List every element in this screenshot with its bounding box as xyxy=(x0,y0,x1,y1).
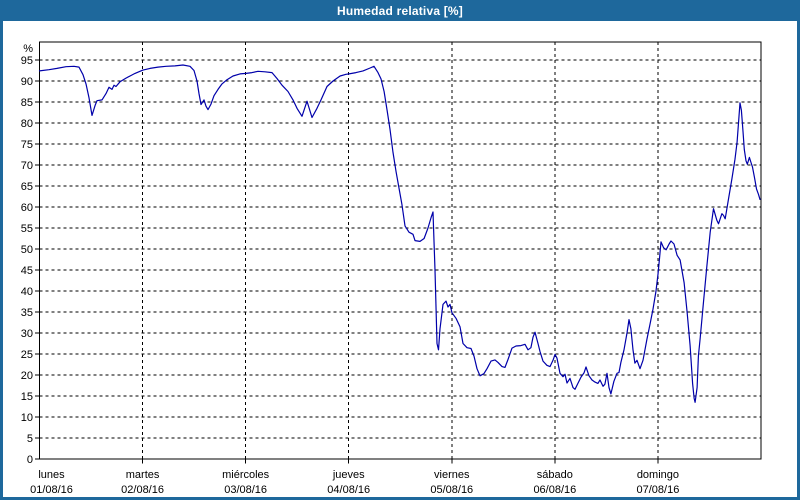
y-tick-label: 75 xyxy=(21,139,33,151)
y-tick-label: 30 xyxy=(21,328,33,340)
x-date-label: 04/08/16 xyxy=(327,484,370,496)
plot-frame xyxy=(39,41,762,460)
x-day-label: jueves xyxy=(332,469,365,481)
x-date-label: 02/08/16 xyxy=(121,484,164,496)
x-day-label: martes xyxy=(126,469,160,481)
y-tick-label: 45 xyxy=(21,265,33,277)
x-date-label: 07/08/16 xyxy=(637,484,680,496)
x-date-label: 06/08/16 xyxy=(533,484,576,496)
title-bar: Humedad relativa [%] xyxy=(3,0,797,21)
chart-canvas: 0 5 10 15 20 25 30 35 40 45 50 55 60 65 70 75 80 85 90 95% l… xyxy=(21,41,762,496)
window-title: Humedad relativa [%] xyxy=(336,3,464,18)
y-tick-label: 85 xyxy=(21,97,33,109)
x-day-label: lunes xyxy=(38,469,65,481)
y-tick-label: 40 xyxy=(21,286,33,298)
x-day-label: viernes xyxy=(434,469,470,481)
y-tick-label: 25 xyxy=(21,349,33,361)
x-date-label: 01/08/16 xyxy=(30,484,73,496)
x-day-label: sábado xyxy=(537,469,573,481)
y-tick-label: 20 xyxy=(21,370,33,382)
y-tick-label: 15 xyxy=(21,391,33,403)
y-tick-label: 80 xyxy=(21,118,33,130)
y-tick-label: 65 xyxy=(21,181,33,193)
y-tick-label: 10 xyxy=(21,412,33,424)
y-tick-label: 50 xyxy=(21,244,33,256)
y-tick-label: 60 xyxy=(21,202,33,214)
x-day-label: miércoles xyxy=(222,469,270,481)
humidity-line xyxy=(38,64,761,403)
y-tick-label: 90 xyxy=(21,76,33,88)
y-tick-label: 35 xyxy=(21,307,33,319)
x-date-label: 05/08/16 xyxy=(430,484,473,496)
x-day-label: domingo xyxy=(637,469,679,481)
y-tick-label: 55 xyxy=(21,223,33,235)
y-tick-label: 95 xyxy=(21,55,33,67)
y-tick-label: 70 xyxy=(21,160,33,172)
y-tick-label: 5 xyxy=(27,433,33,445)
x-date-label: 03/08/16 xyxy=(224,484,267,496)
chart-area: 0 5 10 15 20 25 30 35 40 45 50 55 60 65 70 75 80 85 90 95% l… xyxy=(3,21,797,497)
y-tick-label: 0 xyxy=(27,454,33,466)
y-axis-unit-label: % xyxy=(23,43,33,55)
